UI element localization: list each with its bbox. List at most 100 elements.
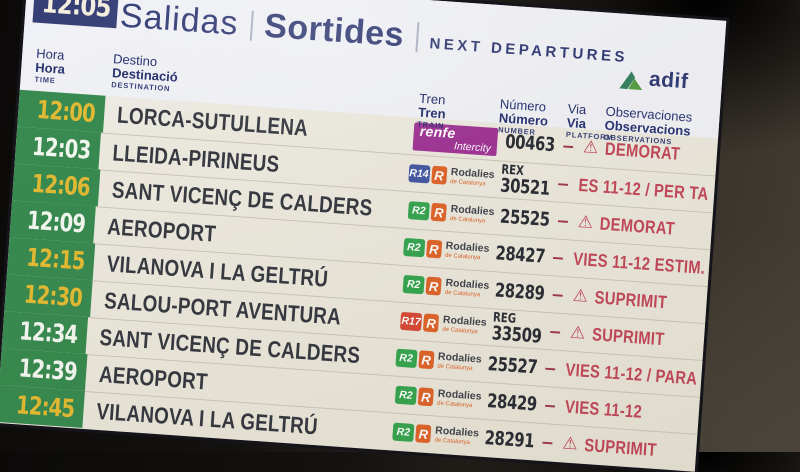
time-text: 12:03 (31, 131, 92, 165)
rodalies-r-icon: R (422, 313, 440, 333)
clock: 12:05 (32, 0, 120, 29)
platform-cell: – (543, 356, 557, 380)
platform-cell: – (551, 245, 565, 269)
platform-cell: – (543, 393, 557, 417)
warning-icon: ⚠ (577, 211, 594, 233)
platform-cell: – (541, 430, 554, 454)
time-cell: 12:45 (0, 384, 85, 428)
train-number-cell: 25527 (480, 346, 538, 386)
column-header-destination: Destino Destinació DESTINATION (111, 51, 179, 94)
departure-board-screen: 12:05 Salidas Sortides NEXT DEPARTURES a… (0, 0, 727, 472)
rodalies-wordmark: Rodalies de Catalunya (437, 351, 482, 373)
rodalies-line-badge: R17 (399, 311, 423, 332)
train-number: 25525 (499, 205, 551, 231)
board-header: 12:05 Salidas Sortides NEXT DEPARTURES a… (19, 0, 727, 139)
time-cell: 12:39 (0, 348, 88, 391)
rodalies-r-icon: R (430, 165, 448, 185)
train-number: 28429 (486, 390, 538, 416)
adif-logo: adif (619, 66, 689, 95)
observation-text: SUPRIMIT (583, 434, 658, 460)
train-number-cell: REG 33509 (485, 309, 543, 349)
adif-logo-text: adif (648, 67, 690, 94)
time-cell: 12:30 (4, 274, 93, 318)
observation-text: VIES 11-12 / PARA (564, 358, 698, 389)
title-divider (249, 10, 254, 41)
rodalies-r-icon: R (425, 276, 442, 296)
time-text: 12:15 (25, 242, 86, 276)
departure-rows: 12:00 LORCA-SUTULLENA renfe Intercity 00… (0, 89, 727, 471)
rodalies-r-icon: R (417, 350, 435, 370)
destination-text: AEROPORT (106, 212, 217, 247)
train-number-cell: 28289 (488, 272, 546, 312)
destination-text: AEROPORT (98, 360, 209, 395)
rodalies-wordmark: Rodalies de Catalunya (445, 277, 490, 299)
train-number-cell: 25525 (493, 198, 551, 238)
title-divider (414, 21, 420, 52)
rodalies-wordmark: Rodalies de Catalunya (445, 240, 490, 262)
train-number-cell: REX 30521 (493, 161, 551, 201)
platform-cell: – (551, 282, 565, 306)
rodalies-line-badge: R2 (402, 237, 425, 258)
column-header-time: Hora Hora TIME (34, 45, 66, 86)
train-number-cell: 28427 (488, 235, 546, 275)
adif-mountain-icon (619, 70, 643, 90)
board-title: Salidas Sortides NEXT DEPARTURES (119, 0, 630, 71)
train-number: 30521 (499, 174, 551, 201)
time-text: 12:09 (26, 205, 87, 239)
rodalies-wordmark: Rodalies de Catalunya (442, 314, 487, 336)
platform-cell: – (556, 171, 570, 195)
observation-cell: ⚠ SUPRIMIT (561, 425, 697, 470)
rodalies-line-badge: R2 (392, 422, 415, 443)
platform-cell: – (556, 209, 570, 232)
time-cell: 12:15 (6, 237, 96, 281)
column-header-number: Número Número NUMBER (497, 96, 549, 137)
time-cell: 12:03 (14, 126, 101, 170)
column-header-observations: Observaciones Observacions OBSERVATIONS (603, 103, 693, 147)
train-number: 28289 (494, 279, 546, 305)
time-cell: 12:09 (9, 200, 96, 244)
warning-icon: ⚠ (572, 285, 589, 307)
warning-icon: ⚠ (582, 137, 600, 159)
observation-text: SUPRIMIT (594, 286, 668, 312)
warning-icon: ⚠ (569, 322, 587, 344)
title-spanish: Salidas (118, 0, 240, 43)
train-number: 33509 (491, 322, 543, 348)
time-text: 12:30 (23, 279, 84, 313)
time-cell: 12:00 (17, 89, 106, 133)
time-text: 12:00 (36, 95, 97, 129)
title-catalan: Sortides (263, 6, 406, 55)
train-number: 25527 (486, 352, 538, 379)
time-cell: 12:06 (12, 163, 101, 207)
rodalies-line-badge: R2 (407, 201, 430, 221)
observation-text: VIES 11-12 (564, 396, 643, 422)
observation-text: DEMORAT (599, 213, 676, 239)
rodalies-line-badge: R2 (402, 274, 425, 295)
rodalies-wordmark: Rodalies de Catalunya (450, 203, 495, 225)
column-header-train: Tren Tren TRAIN (417, 90, 447, 131)
time-cell: 12:34 (1, 311, 88, 354)
rodalies-wordmark: Rodalies de Catalunya (450, 166, 495, 188)
time-text: 12:34 (18, 316, 79, 350)
time-text: 12:39 (18, 353, 79, 387)
observation-text: VIES 11-12 ESTIM. (572, 248, 706, 278)
train-operator-cell: R2 R Rodalies de Catalunya (382, 413, 480, 456)
rodalies-r-icon: R (417, 387, 435, 407)
observation-text: SUPRIMIT (591, 323, 666, 349)
intercity-label: Intercity (453, 139, 492, 155)
rodalies-r-icon: R (415, 424, 432, 444)
train-number-cell: 28291 (477, 420, 535, 460)
train-number: 28291 (483, 426, 535, 453)
train-number: 28427 (494, 242, 546, 268)
clock-time: 12:05 (40, 0, 112, 24)
time-text: 12:06 (31, 168, 92, 202)
time-text: 12:45 (15, 390, 76, 424)
platform-cell: – (548, 319, 562, 343)
rodalies-line-badge: R2 (394, 385, 417, 406)
train-number-cell: 28429 (480, 383, 538, 423)
rodalies-wordmark: Rodalies de Catalunya (437, 388, 482, 410)
rodalies-r-icon: R (430, 202, 448, 222)
rodalies-line-badge: R2 (394, 348, 418, 369)
observation-text: ES 11-12 / PER TA (577, 174, 709, 204)
rodalies-wordmark: Rodalies de Catalunya (434, 425, 479, 447)
title-english: NEXT DEPARTURES (428, 35, 629, 67)
